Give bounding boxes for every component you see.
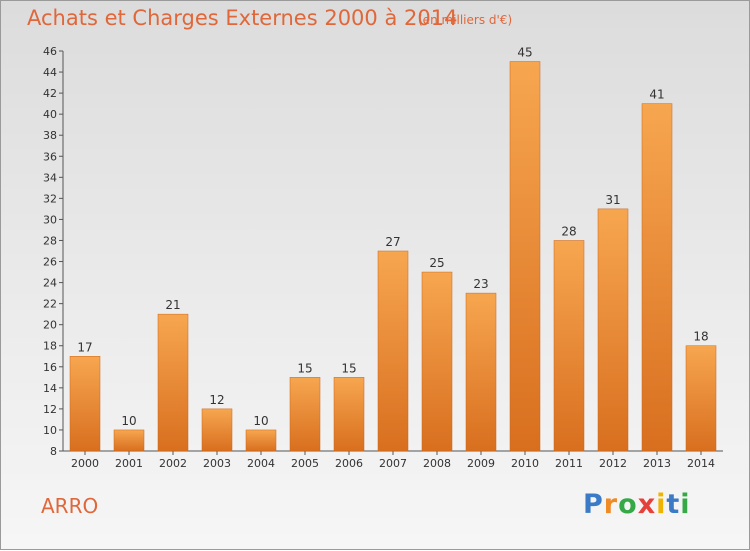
logo-letter: P <box>583 489 604 520</box>
y-tick-label: 14 <box>43 382 57 395</box>
y-tick-label: 22 <box>43 298 57 311</box>
x-tick-label: 2011 <box>555 457 583 470</box>
y-tick-label: 42 <box>43 87 57 100</box>
bar <box>465 292 497 452</box>
bar <box>421 271 453 452</box>
x-tick-label: 2005 <box>291 457 319 470</box>
x-tick-label: 2008 <box>423 457 451 470</box>
logo-letter: t <box>666 489 681 520</box>
y-axis: 8 10 12 14 16 18 20 22 24 26 28 30 32 34 36 38 40 42 44 46 <box>43 45 64 458</box>
x-tick-label: 2014 <box>687 457 715 470</box>
logo-letter: r <box>603 489 619 520</box>
bar <box>641 103 673 452</box>
value-labels: 17 10 21 12 10 15 15 27 25 23 45 28 31 41 18 <box>77 46 708 428</box>
place-name: ARRO <box>41 494 99 518</box>
bar-value-label: 23 <box>473 277 488 291</box>
y-tick-label: 38 <box>43 129 57 142</box>
chart-subtitle: (en milliers d'€) <box>418 13 513 27</box>
x-tick-label: 2010 <box>511 457 539 470</box>
x-tick-label: 2002 <box>159 457 187 470</box>
x-tick-label: 2009 <box>467 457 495 470</box>
bar <box>69 356 101 452</box>
bar-value-label: 18 <box>693 330 708 344</box>
bar-value-label: 15 <box>341 361 356 375</box>
bar <box>201 408 233 452</box>
bar-value-label: 25 <box>429 256 444 270</box>
bar <box>597 208 629 452</box>
bar-value-label: 41 <box>649 88 664 102</box>
chart-title: Achats et Charges Externes 2000 à 2014 <box>27 6 458 30</box>
bar-value-label: 45 <box>517 46 532 60</box>
bar <box>509 61 541 452</box>
bar <box>289 377 321 452</box>
y-tick-label: 40 <box>43 108 57 121</box>
x-axis: 2000 2001 2002 2003 2004 2005 2006 2007 2008 2009… <box>63 450 723 470</box>
y-tick-label: 36 <box>43 150 57 163</box>
y-tick-label: 34 <box>43 171 57 184</box>
x-tick-label: 2003 <box>203 457 231 470</box>
y-tick-label: 8 <box>50 445 57 458</box>
bar-value-label: 21 <box>165 298 180 312</box>
bar-value-label: 17 <box>77 340 92 354</box>
y-tick-label: 18 <box>43 340 57 353</box>
bar-value-label: 28 <box>561 224 576 238</box>
logo-letter: o <box>618 489 638 520</box>
y-tick-label: 12 <box>43 403 57 416</box>
x-tick-label: 2006 <box>335 457 363 470</box>
x-tick-label: 2012 <box>599 457 627 470</box>
proxiti-logo[interactable]: Proxiti <box>583 489 691 520</box>
bars <box>69 61 717 452</box>
bar-value-label: 15 <box>297 361 312 375</box>
y-tick-label: 10 <box>43 424 57 437</box>
bar <box>553 240 585 452</box>
y-tick-label: 32 <box>43 192 57 205</box>
x-tick-label: 2004 <box>247 457 275 470</box>
logo-letter: i <box>656 489 667 520</box>
y-tick-label: 30 <box>43 213 57 226</box>
bar <box>377 250 409 452</box>
y-tick-label: 44 <box>43 66 57 79</box>
bar-value-label: 10 <box>253 414 268 428</box>
bar-value-label: 10 <box>121 414 136 428</box>
bar-value-label: 31 <box>605 193 620 207</box>
x-tick-label: 2007 <box>379 457 407 470</box>
bar <box>685 345 717 452</box>
logo-letter: i <box>680 489 691 520</box>
y-tick-label: 28 <box>43 234 57 247</box>
logo-letter: x <box>637 489 657 520</box>
y-tick-label: 26 <box>43 256 57 269</box>
y-tick-label: 16 <box>43 361 57 374</box>
x-tick-label: 2013 <box>643 457 671 470</box>
y-tick-label: 20 <box>43 319 57 332</box>
bar <box>157 313 189 452</box>
bar <box>245 429 277 452</box>
x-tick-label: 2000 <box>71 457 99 470</box>
bar-value-label: 27 <box>385 235 400 249</box>
bar-value-label: 12 <box>209 393 224 407</box>
x-tick-label: 2001 <box>115 457 143 470</box>
bar <box>113 429 145 452</box>
bar <box>333 377 365 452</box>
y-tick-label: 24 <box>43 277 57 290</box>
y-tick-label: 46 <box>43 45 57 58</box>
